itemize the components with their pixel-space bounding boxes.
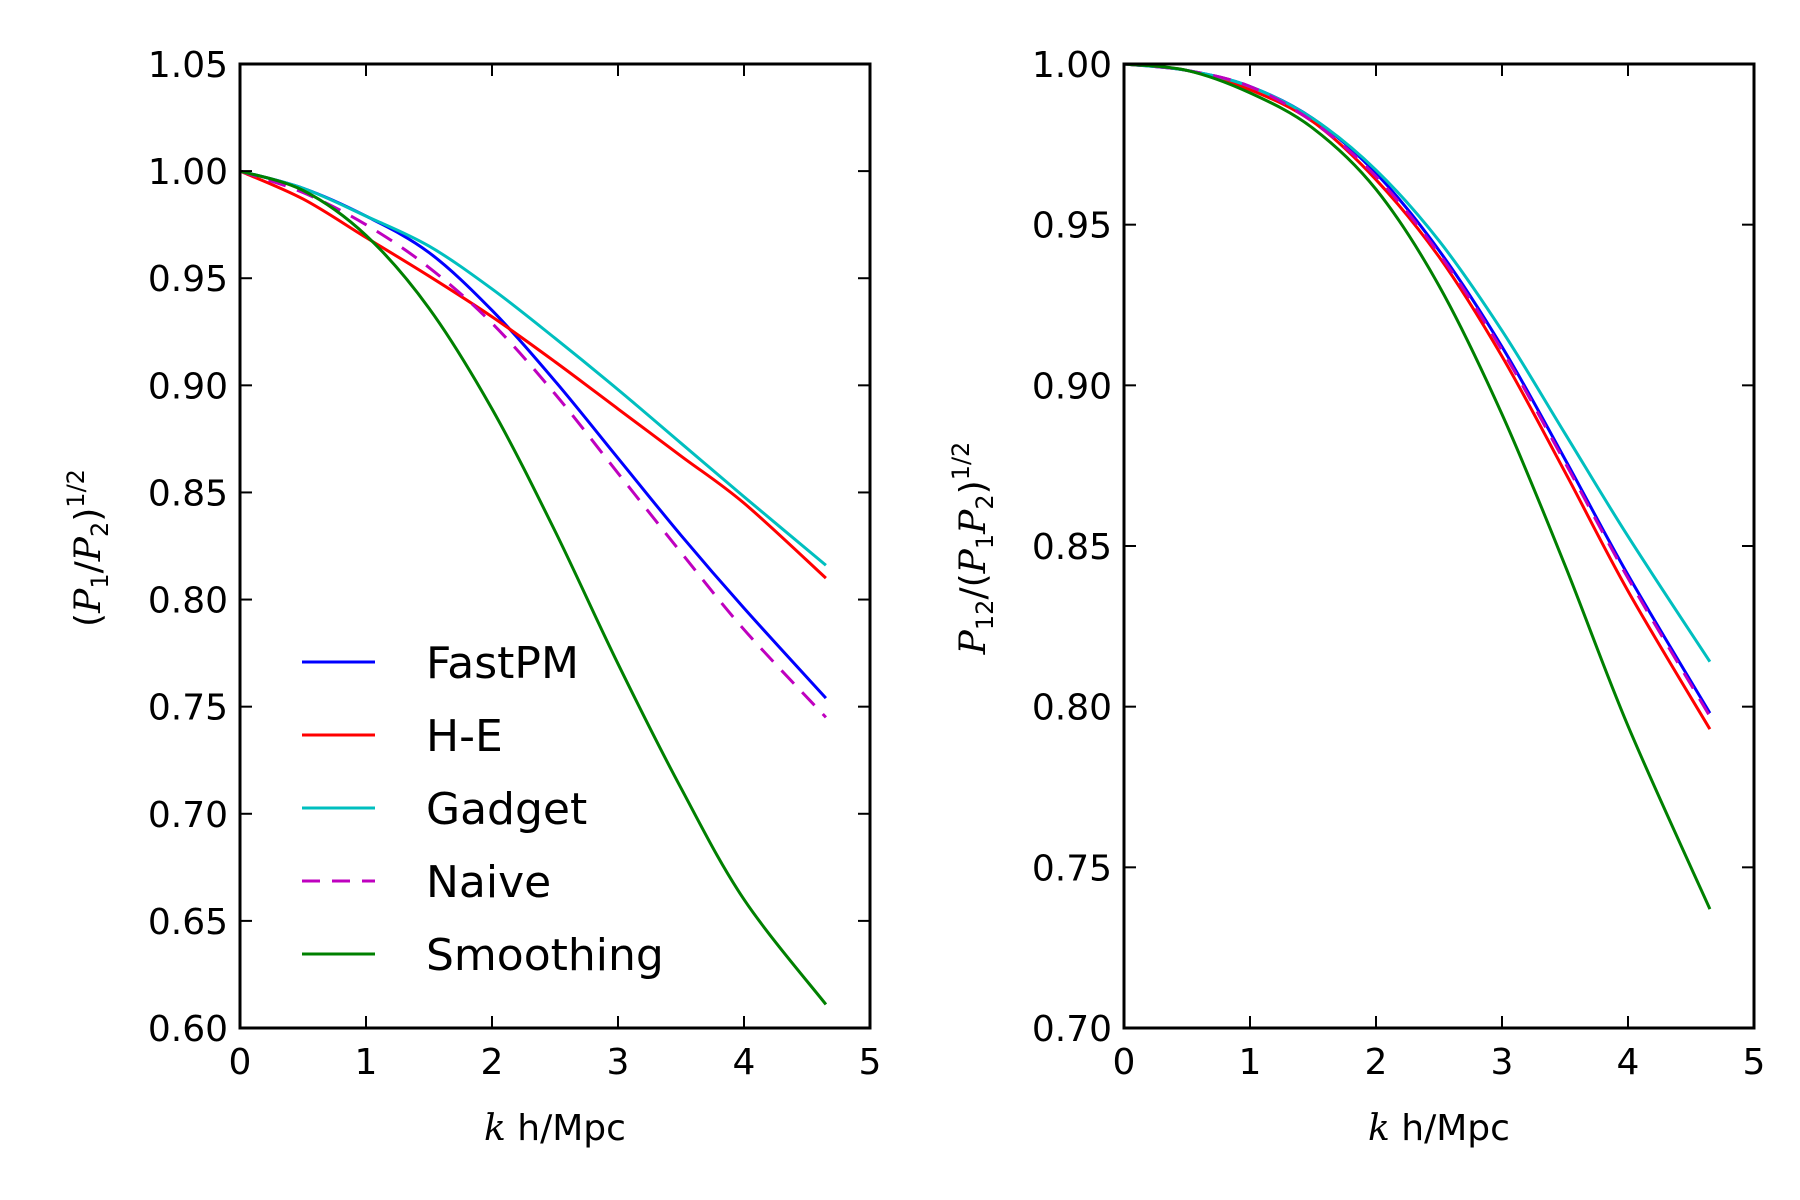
left-series-h-e bbox=[239, 169, 827, 580]
left-xtick-label: 5 bbox=[859, 1042, 882, 1083]
right-ylabel: P12/(P1P2)1/2 bbox=[947, 442, 999, 656]
left-series-gadget bbox=[239, 169, 827, 567]
right-ytick-label: 0.95 bbox=[1032, 206, 1112, 247]
left-xtick-label: 1 bbox=[355, 1042, 378, 1083]
left-ytick-label: 0.85 bbox=[148, 473, 228, 514]
right-xtick-label: 4 bbox=[1617, 1042, 1640, 1083]
legend-label: FastPM bbox=[426, 638, 579, 689]
left-ytick-label: 0.75 bbox=[148, 688, 228, 729]
legend-item: Naive bbox=[302, 857, 551, 908]
right-series-h-e bbox=[1123, 62, 1712, 730]
right-ytick-label: 0.70 bbox=[1032, 1009, 1112, 1050]
right-xtick-label: 1 bbox=[1239, 1042, 1262, 1083]
legend-item: H-E bbox=[302, 711, 503, 762]
right-ytick-label: 0.90 bbox=[1032, 366, 1112, 407]
right-series-gadget bbox=[1123, 62, 1712, 663]
left-xtick-label: 2 bbox=[481, 1042, 504, 1083]
left-ytick-label: 0.95 bbox=[148, 259, 228, 300]
legend-item: FastPM bbox=[302, 638, 579, 689]
left-panel: 0 1 2 3 4 5 0.60 0.65 0.70 0.75 0.80 0.85 0.90 0.95 1.… bbox=[62, 45, 881, 1149]
left-ylabel: (P1/P2)1/2 bbox=[62, 469, 114, 627]
right-xtick-label: 5 bbox=[1743, 1042, 1766, 1083]
left-ytick-label: 0.80 bbox=[148, 581, 228, 622]
left-ytick-label: 1.05 bbox=[148, 45, 228, 86]
legend: FastPM H-E Gadget Naive Smoothing bbox=[302, 638, 664, 981]
left-xlabel: k h/Mpc bbox=[484, 1108, 626, 1149]
legend-item: Gadget bbox=[302, 784, 587, 835]
right-xtick-label: 3 bbox=[1491, 1042, 1514, 1083]
right-xtick-label: 2 bbox=[1365, 1042, 1388, 1083]
left-xtick-label: 4 bbox=[733, 1042, 756, 1083]
left-plot-lines bbox=[239, 169, 828, 1006]
left-series-naive bbox=[239, 169, 827, 719]
right-panel: 0 1 2 3 4 5 0.70 0.75 0.80 0.85 0.90 0.95 1.00 P12/(… bbox=[947, 45, 1765, 1149]
right-ytick-label: 0.75 bbox=[1032, 848, 1112, 889]
legend-label: Naive bbox=[426, 857, 551, 908]
legend-item: Smoothing bbox=[302, 930, 664, 981]
left-xtick-label: 3 bbox=[607, 1042, 630, 1083]
right-ticks: 0 1 2 3 4 5 0.70 0.75 0.80 0.85 0.90 0.95 1.00 bbox=[1032, 45, 1766, 1083]
right-series-fastpm bbox=[1123, 62, 1712, 714]
left-ytick-label: 0.70 bbox=[148, 795, 228, 836]
right-ytick-label: 0.80 bbox=[1032, 688, 1112, 729]
left-series-smoothing bbox=[239, 169, 828, 1006]
left-xtick-label: 0 bbox=[229, 1042, 252, 1083]
right-plot-frame bbox=[1122, 62, 1756, 1030]
right-series-smoothing bbox=[1123, 62, 1712, 910]
right-ytick-label: 1.00 bbox=[1032, 45, 1112, 86]
right-xtick-label: 0 bbox=[1113, 1042, 1136, 1083]
right-xlabel: k h/Mpc bbox=[1368, 1108, 1510, 1149]
legend-label: Smoothing bbox=[426, 930, 664, 981]
left-ytick-label: 0.65 bbox=[148, 902, 228, 943]
legend-label: Gadget bbox=[426, 784, 587, 835]
right-ytick-label: 0.85 bbox=[1032, 527, 1112, 568]
left-series-fastpm bbox=[239, 169, 828, 700]
legend-label: H-E bbox=[426, 711, 503, 762]
right-plot-lines bbox=[1123, 62, 1712, 910]
left-ytick-label: 0.90 bbox=[148, 366, 228, 407]
left-plot-frame bbox=[238, 62, 872, 1030]
left-ytick-label: 1.00 bbox=[148, 152, 228, 193]
left-ytick-label: 0.60 bbox=[148, 1009, 228, 1050]
left-ticks: 0 1 2 3 4 5 0.60 0.65 0.70 0.75 0.80 0.85 0.90 0.95 1.… bbox=[148, 45, 882, 1083]
right-series-naive bbox=[1123, 62, 1712, 718]
